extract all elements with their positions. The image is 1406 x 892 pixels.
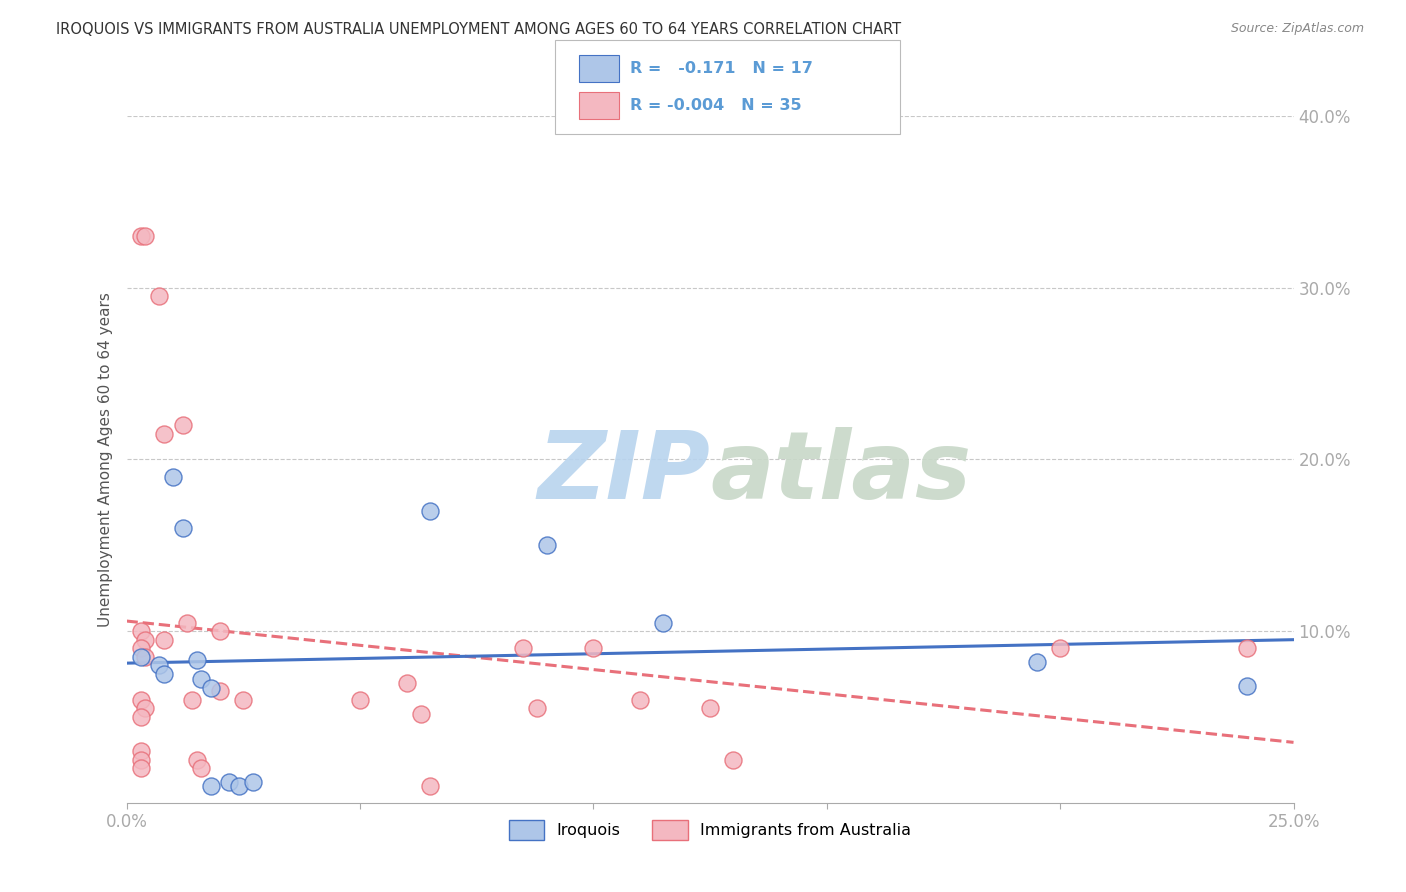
Point	[134, 632, 156, 647]
Point	[218, 775, 240, 789]
Point	[172, 521, 194, 535]
Point	[395, 675, 418, 690]
Text: Source: ZipAtlas.com: Source: ZipAtlas.com	[1230, 22, 1364, 36]
Text: R =   -0.171   N = 17: R = -0.171 N = 17	[630, 61, 813, 76]
Point	[1049, 641, 1071, 656]
Point	[1236, 679, 1258, 693]
Point	[419, 504, 441, 518]
Point	[172, 417, 194, 432]
Y-axis label: Unemployment Among Ages 60 to 64 years: Unemployment Among Ages 60 to 64 years	[97, 292, 112, 627]
Point	[419, 779, 441, 793]
Text: ZIP: ZIP	[537, 427, 710, 519]
Point	[148, 289, 170, 303]
Point	[536, 538, 558, 552]
Point	[134, 229, 156, 244]
Point	[200, 681, 222, 695]
Point	[162, 469, 184, 483]
Point	[512, 641, 534, 656]
Point	[129, 753, 152, 767]
Point	[129, 710, 152, 724]
Point	[134, 649, 156, 664]
Point	[228, 779, 250, 793]
Point	[134, 701, 156, 715]
Point	[409, 706, 432, 721]
Point	[129, 762, 152, 776]
Text: IROQUOIS VS IMMIGRANTS FROM AUSTRALIA UNEMPLOYMENT AMONG AGES 60 TO 64 YEARS COR: IROQUOIS VS IMMIGRANTS FROM AUSTRALIA UN…	[56, 22, 901, 37]
Point	[582, 641, 605, 656]
Point	[176, 615, 198, 630]
Point	[242, 775, 264, 789]
Point	[232, 692, 254, 706]
Point	[153, 667, 176, 681]
Point	[186, 753, 208, 767]
Point	[129, 649, 152, 664]
Point	[129, 229, 152, 244]
Point	[153, 426, 176, 441]
Point	[723, 753, 745, 767]
Point	[208, 684, 231, 698]
Point	[1236, 641, 1258, 656]
Point	[153, 632, 176, 647]
Point	[129, 641, 152, 656]
Point	[180, 692, 202, 706]
Point	[1025, 655, 1047, 669]
Text: atlas: atlas	[710, 427, 972, 519]
Point	[190, 672, 212, 686]
Point	[208, 624, 231, 639]
Point	[129, 624, 152, 639]
Point	[526, 701, 548, 715]
Legend: Iroquois, Immigrants from Australia: Iroquois, Immigrants from Australia	[502, 814, 918, 847]
Point	[628, 692, 651, 706]
Point	[129, 692, 152, 706]
Point	[148, 658, 170, 673]
Point	[129, 744, 152, 758]
Point	[200, 779, 222, 793]
Point	[349, 692, 371, 706]
Point	[186, 653, 208, 667]
Point	[190, 762, 212, 776]
Point	[652, 615, 675, 630]
Text: R = -0.004   N = 35: R = -0.004 N = 35	[630, 98, 801, 113]
Point	[699, 701, 721, 715]
